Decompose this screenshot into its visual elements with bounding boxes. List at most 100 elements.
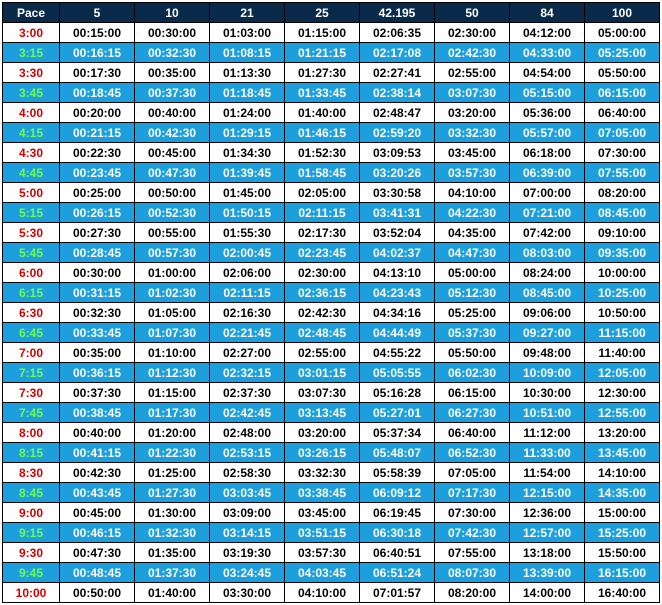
time-cell: 02:42:30 xyxy=(285,303,360,323)
time-cell: 00:20:00 xyxy=(60,103,135,123)
time-cell: 01:15:00 xyxy=(135,383,210,403)
time-cell: 00:17:30 xyxy=(60,63,135,83)
pace-cell: 7:30 xyxy=(3,383,60,403)
time-cell: 02:16:30 xyxy=(210,303,285,323)
time-cell: 01:58:45 xyxy=(285,163,360,183)
time-cell: 02:37:30 xyxy=(210,383,285,403)
table-row: 9:4500:48:4501:37:3003:24:4504:03:4506:5… xyxy=(3,563,660,583)
time-cell: 06:40:00 xyxy=(585,103,660,123)
time-cell: 00:42:30 xyxy=(60,463,135,483)
time-cell: 08:24:00 xyxy=(510,263,585,283)
time-cell: 02:17:30 xyxy=(285,223,360,243)
time-cell: 12:36:00 xyxy=(510,503,585,523)
time-cell: 00:50:00 xyxy=(60,583,135,603)
pace-cell: 8:45 xyxy=(3,483,60,503)
time-cell: 00:16:15 xyxy=(60,43,135,63)
time-cell: 05:12:30 xyxy=(435,283,510,303)
time-cell: 00:27:30 xyxy=(60,223,135,243)
time-cell: 07:05:00 xyxy=(585,123,660,143)
time-cell: 02:42:45 xyxy=(210,403,285,423)
time-cell: 01:32:30 xyxy=(135,523,210,543)
table-body: 3:0000:15:0000:30:0001:03:0001:15:0002:0… xyxy=(3,23,660,603)
time-cell: 01:52:30 xyxy=(285,143,360,163)
time-cell: 03:45:00 xyxy=(435,143,510,163)
table-row: 3:4500:18:4500:37:3001:18:4501:33:4502:3… xyxy=(3,83,660,103)
time-cell: 00:21:15 xyxy=(60,123,135,143)
time-cell: 03:30:58 xyxy=(360,183,435,203)
time-cell: 02:11:15 xyxy=(210,283,285,303)
time-cell: 03:14:15 xyxy=(210,523,285,543)
header-distance: 25 xyxy=(285,3,360,23)
table-row: 9:1500:46:1501:32:3003:14:1503:51:1506:3… xyxy=(3,523,660,543)
table-row: 4:0000:20:0000:40:0001:24:0001:40:0002:4… xyxy=(3,103,660,123)
time-cell: 02:17:08 xyxy=(360,43,435,63)
time-cell: 10:51:00 xyxy=(510,403,585,423)
table-row: 7:4500:38:4501:17:3002:42:4503:13:4505:2… xyxy=(3,403,660,423)
time-cell: 01:24:00 xyxy=(210,103,285,123)
time-cell: 01:46:15 xyxy=(285,123,360,143)
time-cell: 00:22:30 xyxy=(60,143,135,163)
time-cell: 04:47:30 xyxy=(435,243,510,263)
pace-cell: 7:00 xyxy=(3,343,60,363)
table-row: 8:3000:42:3001:25:0002:58:3003:32:3005:5… xyxy=(3,463,660,483)
time-cell: 00:31:15 xyxy=(60,283,135,303)
time-cell: 01:21:15 xyxy=(285,43,360,63)
time-cell: 11:40:00 xyxy=(585,343,660,363)
time-cell: 00:43:45 xyxy=(60,483,135,503)
table-row: 8:1500:41:1501:22:3002:53:1503:26:1505:4… xyxy=(3,443,660,463)
table-row: 8:0000:40:0001:20:0002:48:0003:20:0005:3… xyxy=(3,423,660,443)
pace-cell: 8:30 xyxy=(3,463,60,483)
time-cell: 00:45:00 xyxy=(135,143,210,163)
time-cell: 04:33:00 xyxy=(510,43,585,63)
pace-cell: 5:45 xyxy=(3,243,60,263)
pace-cell: 7:15 xyxy=(3,363,60,383)
time-cell: 02:38:14 xyxy=(360,83,435,103)
pace-cell: 3:45 xyxy=(3,83,60,103)
time-cell: 01:20:00 xyxy=(135,423,210,443)
time-cell: 01:37:30 xyxy=(135,563,210,583)
time-cell: 06:40:00 xyxy=(435,423,510,443)
time-cell: 16:15:00 xyxy=(585,563,660,583)
time-cell: 04:23:43 xyxy=(360,283,435,303)
time-cell: 00:48:45 xyxy=(60,563,135,583)
time-cell: 00:47:30 xyxy=(60,543,135,563)
time-cell: 03:03:45 xyxy=(210,483,285,503)
time-cell: 02:30:00 xyxy=(285,263,360,283)
time-cell: 00:46:15 xyxy=(60,523,135,543)
time-cell: 00:15:00 xyxy=(60,23,135,43)
time-cell: 08:20:00 xyxy=(435,583,510,603)
time-cell: 12:57:00 xyxy=(510,523,585,543)
time-cell: 00:40:00 xyxy=(60,423,135,443)
time-cell: 03:52:04 xyxy=(360,223,435,243)
time-cell: 02:55:00 xyxy=(285,343,360,363)
time-cell: 03:32:30 xyxy=(285,463,360,483)
time-cell: 05:25:00 xyxy=(435,303,510,323)
time-cell: 03:57:30 xyxy=(435,163,510,183)
time-cell: 02:55:00 xyxy=(435,63,510,83)
time-cell: 10:00:00 xyxy=(585,263,660,283)
time-cell: 00:45:00 xyxy=(60,503,135,523)
time-cell: 03:07:30 xyxy=(285,383,360,403)
time-cell: 01:40:00 xyxy=(285,103,360,123)
time-cell: 02:36:15 xyxy=(285,283,360,303)
time-cell: 03:38:45 xyxy=(285,483,360,503)
time-cell: 01:25:00 xyxy=(135,463,210,483)
time-cell: 02:21:45 xyxy=(210,323,285,343)
time-cell: 01:10:00 xyxy=(135,343,210,363)
table-row: 6:3000:32:3001:05:0002:16:3002:42:3004:3… xyxy=(3,303,660,323)
time-cell: 00:38:45 xyxy=(60,403,135,423)
time-cell: 00:32:30 xyxy=(60,303,135,323)
table-row: 5:3000:27:3000:55:0001:55:3002:17:3003:5… xyxy=(3,223,660,243)
pace-cell: 3:00 xyxy=(3,23,60,43)
header-row: Pace510212542.1955084100 xyxy=(3,3,660,23)
time-cell: 01:18:45 xyxy=(210,83,285,103)
time-cell: 00:55:00 xyxy=(135,223,210,243)
time-cell: 13:45:00 xyxy=(585,443,660,463)
time-cell: 01:00:00 xyxy=(135,263,210,283)
time-cell: 00:40:00 xyxy=(135,103,210,123)
time-cell: 01:15:00 xyxy=(285,23,360,43)
time-cell: 06:02:30 xyxy=(435,363,510,383)
time-cell: 14:35:00 xyxy=(585,483,660,503)
table-row: 4:4500:23:4500:47:3001:39:4501:58:4503:2… xyxy=(3,163,660,183)
time-cell: 04:03:45 xyxy=(285,563,360,583)
